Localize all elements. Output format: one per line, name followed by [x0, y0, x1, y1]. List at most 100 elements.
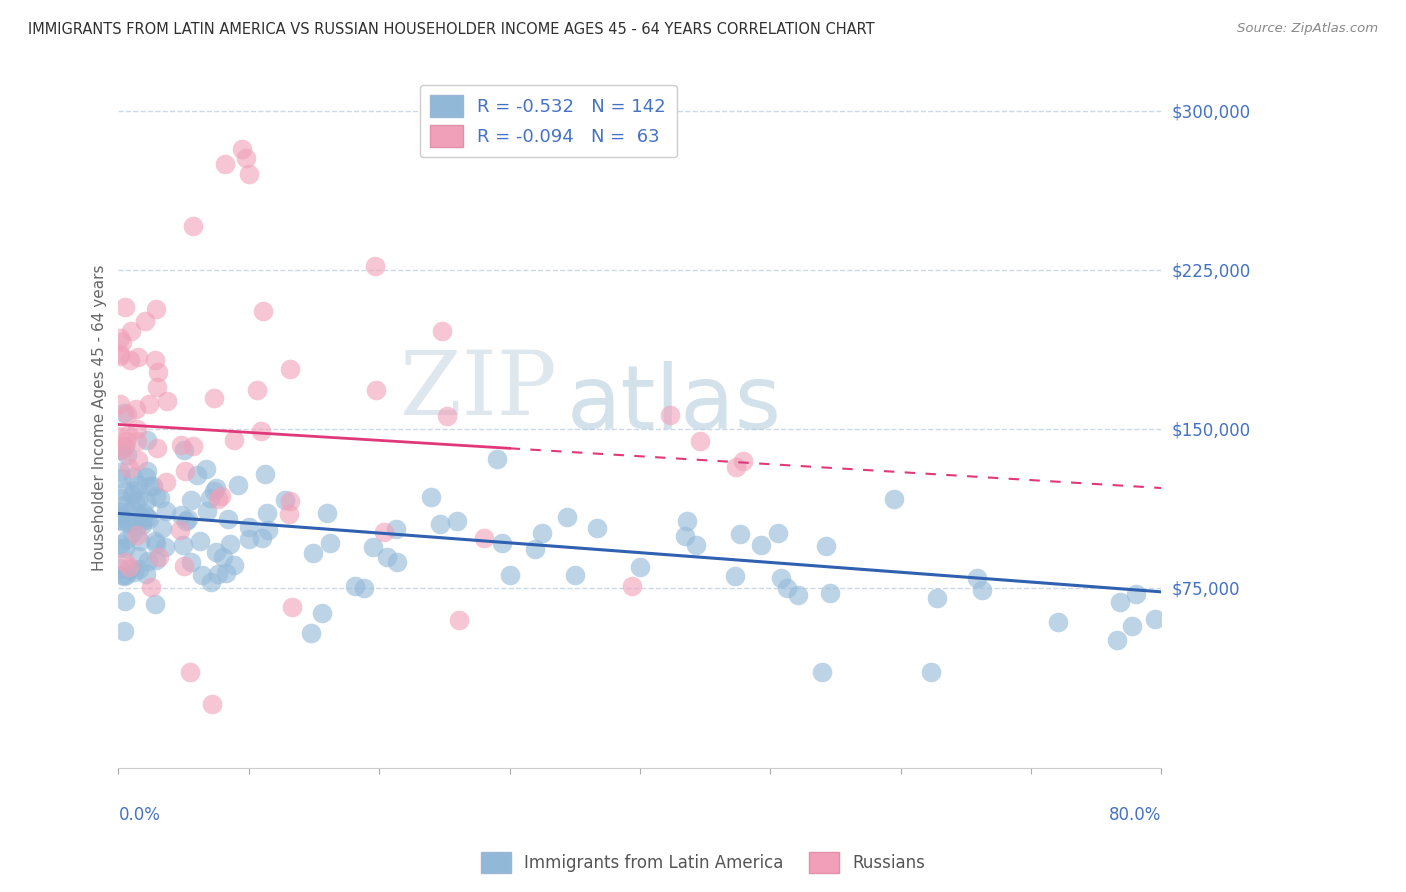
Point	[173, 559, 195, 574]
Point	[110, 512, 132, 526]
Point	[169, 523, 191, 537]
Point	[138, 512, 160, 526]
Point	[319, 536, 342, 550]
Point	[253, 467, 276, 482]
Point	[110, 471, 132, 485]
Point	[108, 541, 131, 556]
Point	[121, 526, 143, 541]
Point	[125, 402, 148, 417]
Point	[301, 546, 323, 560]
Point	[564, 568, 586, 582]
Point	[201, 697, 224, 711]
Point	[108, 505, 131, 519]
Point	[278, 494, 301, 508]
Point	[108, 350, 131, 364]
Point	[117, 461, 139, 475]
Point	[238, 533, 260, 547]
Point	[190, 534, 212, 549]
Point	[136, 554, 159, 568]
Point	[205, 545, 228, 559]
Point	[135, 566, 157, 581]
Point	[112, 441, 135, 455]
Point	[250, 424, 273, 438]
Point	[108, 513, 131, 527]
Point	[202, 483, 225, 498]
Point	[1047, 615, 1070, 629]
Point	[146, 365, 169, 379]
Point	[472, 531, 495, 545]
Point	[387, 556, 409, 570]
Point	[174, 514, 197, 528]
Point	[530, 526, 553, 541]
Point	[143, 597, 166, 611]
Point	[361, 540, 384, 554]
Point	[1125, 587, 1147, 601]
Point	[131, 518, 153, 533]
Point	[121, 516, 143, 530]
Text: IMMIGRANTS FROM LATIN AMERICA VS RUSSIAN HOUSEHOLDER INCOME AGES 45 - 64 YEARS C: IMMIGRANTS FROM LATIN AMERICA VS RUSSIAN…	[28, 22, 875, 37]
Point	[925, 591, 948, 605]
Point	[786, 588, 808, 602]
Point	[141, 479, 163, 493]
Point	[724, 459, 747, 474]
Point	[972, 583, 994, 598]
Point	[150, 521, 173, 535]
Point	[430, 324, 453, 338]
Point	[174, 464, 197, 478]
Point	[128, 508, 150, 523]
Point	[127, 492, 149, 507]
Point	[769, 571, 792, 585]
Point	[181, 219, 204, 233]
Point	[205, 482, 228, 496]
Point	[728, 527, 751, 541]
Point	[114, 406, 136, 420]
Point	[274, 492, 297, 507]
Point	[156, 393, 179, 408]
Point	[155, 504, 177, 518]
Point	[620, 579, 643, 593]
Point	[766, 526, 789, 541]
Point	[114, 498, 136, 512]
Point	[499, 567, 522, 582]
Point	[256, 507, 278, 521]
Point	[200, 575, 222, 590]
Point	[125, 527, 148, 541]
Point	[118, 562, 141, 576]
Point	[222, 433, 245, 447]
Point	[238, 520, 260, 534]
Point	[132, 506, 155, 520]
Point	[966, 571, 988, 585]
Point	[111, 567, 134, 582]
Point	[180, 555, 202, 569]
Point	[138, 397, 160, 411]
Legend: R = -0.532   N = 142, R = -0.094   N =  63: R = -0.532 N = 142, R = -0.094 N = 63	[419, 85, 676, 158]
Point	[278, 507, 301, 521]
Point	[207, 566, 229, 581]
Point	[122, 483, 145, 498]
Point	[209, 489, 232, 503]
Point	[245, 383, 267, 397]
Point	[136, 510, 159, 524]
Point	[115, 434, 138, 448]
Point	[689, 434, 711, 448]
Point	[385, 522, 408, 536]
Point	[114, 484, 136, 499]
Point	[724, 569, 747, 583]
Point	[373, 525, 395, 540]
Point	[280, 361, 302, 376]
Point	[231, 142, 253, 156]
Point	[449, 613, 471, 627]
Point	[114, 300, 136, 314]
Point	[486, 451, 509, 466]
Point	[311, 606, 333, 620]
Point	[238, 168, 260, 182]
Point	[127, 453, 149, 467]
Point	[685, 538, 707, 552]
Point	[219, 537, 242, 551]
Point	[675, 515, 697, 529]
Point	[222, 558, 245, 572]
Point	[121, 503, 143, 517]
Point	[114, 555, 136, 569]
Point	[122, 566, 145, 580]
Point	[153, 540, 176, 554]
